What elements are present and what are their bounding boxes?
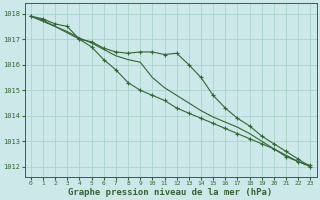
X-axis label: Graphe pression niveau de la mer (hPa): Graphe pression niveau de la mer (hPa) — [68, 188, 273, 197]
